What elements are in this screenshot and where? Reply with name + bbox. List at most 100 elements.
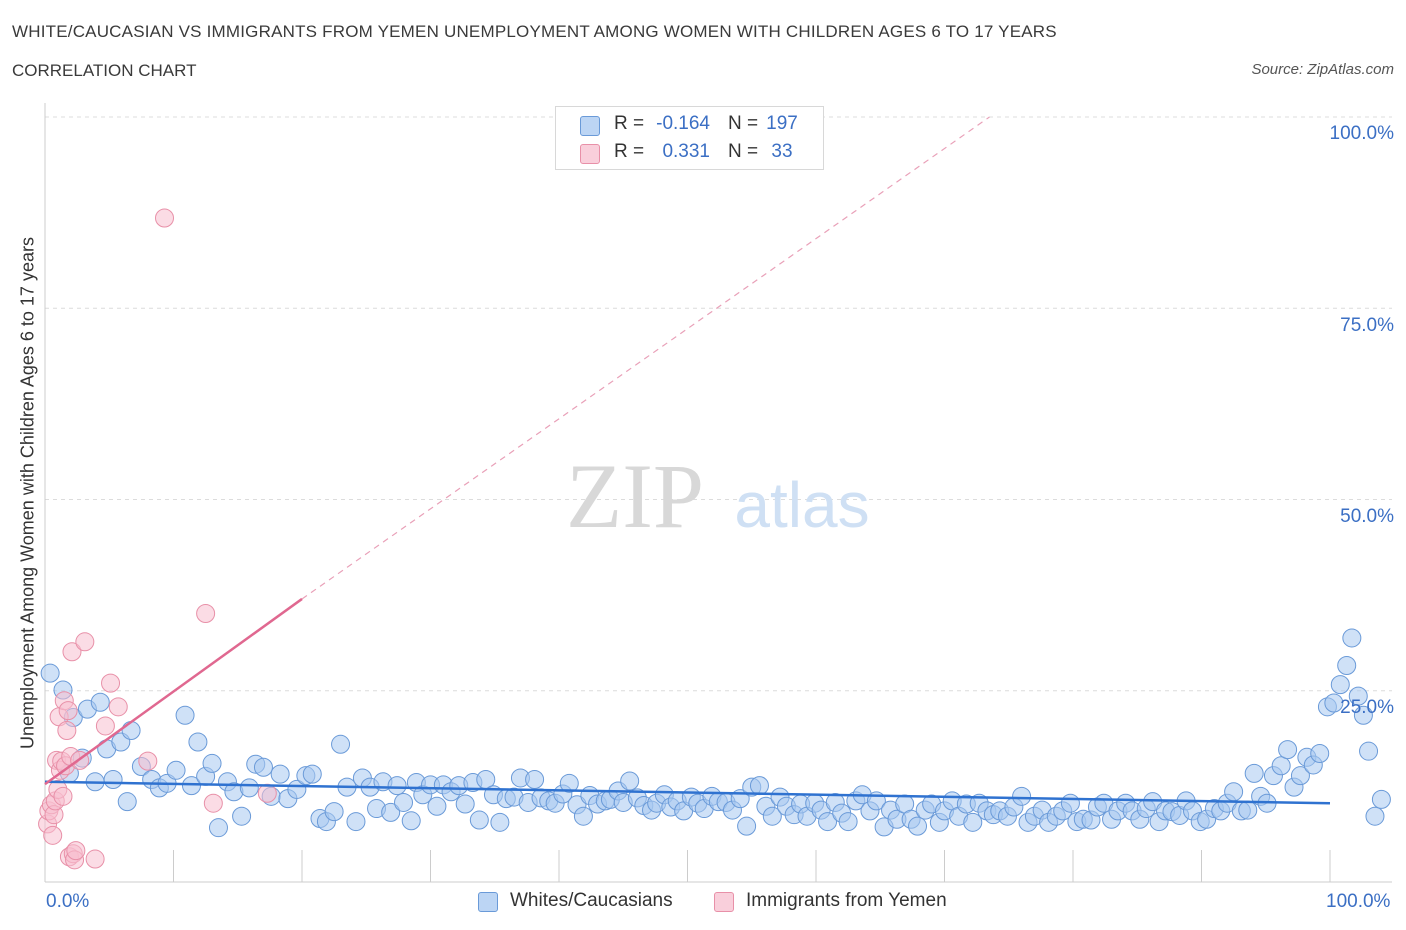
point-yemen <box>138 751 158 771</box>
x-tick-100: 100.0% <box>1326 891 1391 912</box>
point-whites <box>455 794 475 814</box>
point-yemen <box>196 603 216 623</box>
point-whites <box>1143 792 1163 812</box>
point-whites <box>1330 675 1350 695</box>
point-whites <box>331 734 351 754</box>
point-yemen <box>85 849 105 869</box>
point-yemen <box>66 841 86 861</box>
point-yemen <box>108 697 128 717</box>
legend-r-label: R = <box>614 141 645 162</box>
point-whites <box>490 812 510 832</box>
point-whites <box>525 769 545 789</box>
point-whites <box>1238 800 1258 820</box>
point-whites <box>346 812 366 832</box>
point-yemen <box>257 783 277 803</box>
legend-n-value: 197 <box>766 113 798 134</box>
point-whites <box>1342 628 1362 648</box>
y-tick-100: 100.0% <box>1329 123 1394 144</box>
stats-legend: R = -0.164 N = 197 R = 0.331 N = 33 <box>555 106 824 170</box>
point-yemen <box>95 716 115 736</box>
axes <box>44 103 1392 883</box>
point-whites <box>1359 741 1379 761</box>
y-axis-label: Unemployment Among Women with Children A… <box>17 237 38 749</box>
point-yemen <box>75 632 95 652</box>
legend-n-value: 33 <box>771 141 793 162</box>
point-whites <box>1271 756 1291 776</box>
legend-swatch-yemen <box>580 144 600 164</box>
point-whites <box>121 721 141 741</box>
y-tick-25: 25.0% <box>1340 697 1394 718</box>
point-whites <box>1244 763 1264 783</box>
point-whites <box>232 806 252 826</box>
grid-lines <box>45 116 1392 692</box>
point-whites <box>1290 766 1310 786</box>
legend-row-whites: R = -0.164 N = 197 <box>556 110 823 138</box>
point-whites <box>427 796 447 816</box>
source-label: Source: ZipAtlas.com <box>1251 61 1394 78</box>
point-whites <box>838 812 858 832</box>
point-whites <box>302 764 322 784</box>
point-yemen <box>155 208 175 228</box>
point-yemen <box>62 642 82 662</box>
point-whites <box>1371 789 1391 809</box>
watermark-atlas: atlas <box>734 469 869 541</box>
legend-r-label: R = <box>614 113 645 134</box>
point-yemen <box>58 701 78 721</box>
point-whites <box>253 757 273 777</box>
point-whites <box>818 812 838 832</box>
point-whites <box>620 771 640 791</box>
y-tick-50: 50.0% <box>1340 506 1394 527</box>
point-whites <box>166 760 186 780</box>
legend-row-yemen: R = 0.331 N = 33 <box>556 138 823 166</box>
bottom-legend-label-yemen: Immigrants from Yemen <box>746 890 947 911</box>
point-whites <box>1224 782 1244 802</box>
point-whites <box>1278 740 1298 760</box>
point-whites <box>1060 793 1080 813</box>
point-yemen <box>53 786 73 806</box>
legend-r-value: -0.164 <box>656 113 710 134</box>
point-whites <box>1348 686 1368 706</box>
point-whites <box>469 810 489 830</box>
point-whites <box>737 816 757 836</box>
legend-n-label: N = <box>728 113 759 134</box>
point-whites <box>381 802 401 822</box>
point-yemen <box>203 793 223 813</box>
point-whites <box>117 792 137 812</box>
point-yemen <box>101 673 121 693</box>
point-whites <box>239 778 259 798</box>
point-yemen <box>57 721 77 741</box>
point-whites <box>188 732 208 752</box>
point-whites <box>1365 806 1385 826</box>
point-whites <box>1324 693 1344 713</box>
point-whites <box>90 692 110 712</box>
point-whites <box>175 705 195 725</box>
point-whites <box>559 773 579 793</box>
legend-n-label: N = <box>728 141 759 162</box>
point-whites <box>1012 786 1032 806</box>
point-whites <box>749 776 769 796</box>
point-whites <box>387 776 407 796</box>
chart-subtitle: CORRELATION CHART <box>12 61 197 80</box>
bottom-legend-swatch-whites <box>478 892 498 912</box>
point-whites <box>394 792 414 812</box>
watermark-zip: ZIP <box>566 445 704 547</box>
bottom-legend-swatch-yemen <box>714 892 734 912</box>
point-yemen <box>43 825 63 845</box>
point-whites <box>202 753 222 773</box>
point-whites <box>1353 705 1373 725</box>
point-whites <box>573 806 593 826</box>
chart-title: WHITE/CAUCASIAN VS IMMIGRANTS FROM YEMEN… <box>12 22 1057 41</box>
legend-r-value: 0.331 <box>662 141 710 162</box>
watermark: ZIP atlas <box>566 445 870 547</box>
point-whites <box>40 663 60 683</box>
point-whites <box>963 812 983 832</box>
bottom-legend-label-whites: Whites/Caucasians <box>510 890 673 911</box>
point-whites <box>324 802 344 822</box>
point-whites <box>270 764 290 784</box>
legend-swatch-whites <box>580 116 600 136</box>
point-whites <box>908 816 928 836</box>
point-whites <box>208 818 228 838</box>
x-tick-0: 0.0% <box>46 891 90 912</box>
point-whites <box>1310 743 1330 763</box>
